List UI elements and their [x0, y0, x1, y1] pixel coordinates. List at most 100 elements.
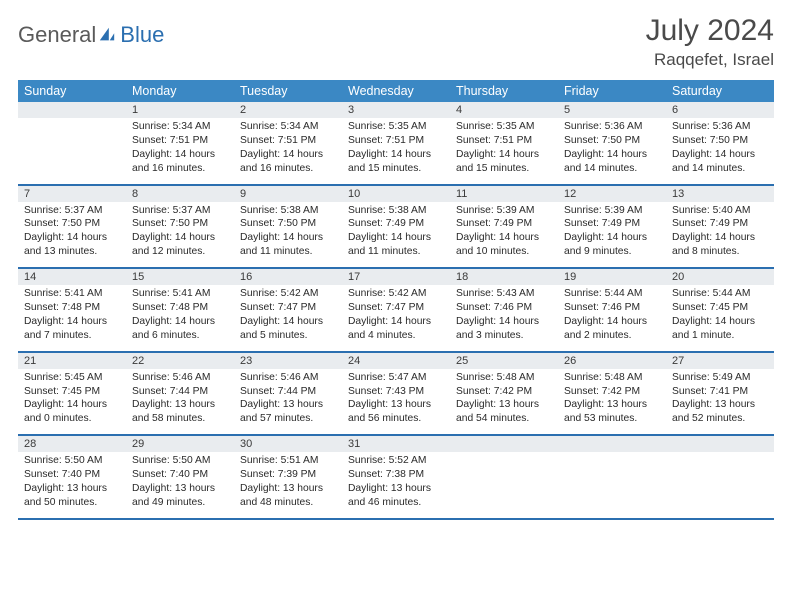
brand-logo: General Blue [18, 14, 164, 48]
daynum-row: 14151617181920 [18, 269, 774, 285]
day-cell: Sunrise: 5:52 AMSunset: 7:38 PMDaylight:… [342, 452, 450, 518]
daylight-text: Daylight: 13 hours and 56 minutes. [348, 398, 444, 426]
day-cell: Sunrise: 5:43 AMSunset: 7:46 PMDaylight:… [450, 285, 558, 351]
dayname: Saturday [666, 80, 774, 102]
day-number: 24 [342, 353, 450, 369]
content-row: Sunrise: 5:37 AMSunset: 7:50 PMDaylight:… [18, 202, 774, 268]
day-number: 15 [126, 269, 234, 285]
day-cell: Sunrise: 5:51 AMSunset: 7:39 PMDaylight:… [234, 452, 342, 518]
daylight-text: Daylight: 13 hours and 49 minutes. [132, 482, 228, 510]
daylight-text: Daylight: 14 hours and 11 minutes. [240, 231, 336, 259]
sunset-text: Sunset: 7:42 PM [456, 385, 552, 399]
day-cell: Sunrise: 5:36 AMSunset: 7:50 PMDaylight:… [666, 118, 774, 184]
day-cell: Sunrise: 5:40 AMSunset: 7:49 PMDaylight:… [666, 202, 774, 268]
day-cell [666, 452, 774, 518]
daylight-text: Daylight: 14 hours and 1 minute. [672, 315, 768, 343]
daylight-text: Daylight: 14 hours and 14 minutes. [672, 148, 768, 176]
day-content: Sunrise: 5:48 AMSunset: 7:42 PMDaylight:… [450, 369, 558, 431]
day-number [558, 436, 666, 452]
daylight-text: Daylight: 13 hours and 46 minutes. [348, 482, 444, 510]
sunset-text: Sunset: 7:50 PM [132, 217, 228, 231]
day-cell: Sunrise: 5:35 AMSunset: 7:51 PMDaylight:… [342, 118, 450, 184]
day-number [450, 436, 558, 452]
brand-part1: General [18, 22, 96, 48]
sunset-text: Sunset: 7:47 PM [240, 301, 336, 315]
day-number: 29 [126, 436, 234, 452]
day-cell: Sunrise: 5:46 AMSunset: 7:44 PMDaylight:… [126, 369, 234, 435]
title-block: July 2024 Raqqefet, Israel [646, 14, 774, 70]
day-content: Sunrise: 5:40 AMSunset: 7:49 PMDaylight:… [666, 202, 774, 264]
day-cell: Sunrise: 5:45 AMSunset: 7:45 PMDaylight:… [18, 369, 126, 435]
daylight-text: Daylight: 14 hours and 6 minutes. [132, 315, 228, 343]
sunset-text: Sunset: 7:42 PM [564, 385, 660, 399]
day-content: Sunrise: 5:35 AMSunset: 7:51 PMDaylight:… [450, 118, 558, 180]
day-cell: Sunrise: 5:44 AMSunset: 7:46 PMDaylight:… [558, 285, 666, 351]
day-number: 3 [342, 102, 450, 118]
day-number: 26 [558, 353, 666, 369]
day-number: 13 [666, 186, 774, 202]
day-content [558, 452, 666, 458]
sunrise-text: Sunrise: 5:43 AM [456, 287, 552, 301]
day-content: Sunrise: 5:51 AMSunset: 7:39 PMDaylight:… [234, 452, 342, 514]
sunrise-text: Sunrise: 5:34 AM [132, 120, 228, 134]
calendar-body: 123456Sunrise: 5:34 AMSunset: 7:51 PMDay… [18, 102, 774, 520]
day-content: Sunrise: 5:37 AMSunset: 7:50 PMDaylight:… [18, 202, 126, 264]
calendar-table: Sunday Monday Tuesday Wednesday Thursday… [18, 80, 774, 520]
day-cell: Sunrise: 5:48 AMSunset: 7:42 PMDaylight:… [450, 369, 558, 435]
sunset-text: Sunset: 7:51 PM [132, 134, 228, 148]
day-cell: Sunrise: 5:49 AMSunset: 7:41 PMDaylight:… [666, 369, 774, 435]
day-number: 9 [234, 186, 342, 202]
sunrise-text: Sunrise: 5:52 AM [348, 454, 444, 468]
day-cell [558, 452, 666, 518]
day-number: 17 [342, 269, 450, 285]
location-label: Raqqefet, Israel [646, 50, 774, 70]
content-row: Sunrise: 5:34 AMSunset: 7:51 PMDaylight:… [18, 118, 774, 184]
day-cell: Sunrise: 5:39 AMSunset: 7:49 PMDaylight:… [450, 202, 558, 268]
daylight-text: Daylight: 14 hours and 0 minutes. [24, 398, 120, 426]
sunset-text: Sunset: 7:49 PM [564, 217, 660, 231]
daylight-text: Daylight: 13 hours and 58 minutes. [132, 398, 228, 426]
day-content: Sunrise: 5:44 AMSunset: 7:45 PMDaylight:… [666, 285, 774, 347]
day-content: Sunrise: 5:37 AMSunset: 7:50 PMDaylight:… [126, 202, 234, 264]
content-row: Sunrise: 5:45 AMSunset: 7:45 PMDaylight:… [18, 369, 774, 435]
sunset-text: Sunset: 7:43 PM [348, 385, 444, 399]
daylight-text: Daylight: 13 hours and 48 minutes. [240, 482, 336, 510]
day-cell: Sunrise: 5:42 AMSunset: 7:47 PMDaylight:… [342, 285, 450, 351]
content-row: Sunrise: 5:50 AMSunset: 7:40 PMDaylight:… [18, 452, 774, 518]
separator-row [18, 518, 774, 520]
sunset-text: Sunset: 7:51 PM [348, 134, 444, 148]
dayname-row: Sunday Monday Tuesday Wednesday Thursday… [18, 80, 774, 102]
daylight-text: Daylight: 13 hours and 53 minutes. [564, 398, 660, 426]
daynum-row: 21222324252627 [18, 353, 774, 369]
daylight-text: Daylight: 13 hours and 54 minutes. [456, 398, 552, 426]
daylight-text: Daylight: 14 hours and 15 minutes. [348, 148, 444, 176]
sunrise-text: Sunrise: 5:40 AM [672, 204, 768, 218]
daylight-text: Daylight: 13 hours and 57 minutes. [240, 398, 336, 426]
sunset-text: Sunset: 7:51 PM [456, 134, 552, 148]
day-content: Sunrise: 5:38 AMSunset: 7:49 PMDaylight:… [342, 202, 450, 264]
sunset-text: Sunset: 7:48 PM [132, 301, 228, 315]
day-cell: Sunrise: 5:39 AMSunset: 7:49 PMDaylight:… [558, 202, 666, 268]
sunset-text: Sunset: 7:46 PM [456, 301, 552, 315]
page-header: General Blue July 2024 Raqqefet, Israel [18, 14, 774, 70]
daylight-text: Daylight: 13 hours and 50 minutes. [24, 482, 120, 510]
sunrise-text: Sunrise: 5:45 AM [24, 371, 120, 385]
day-content: Sunrise: 5:42 AMSunset: 7:47 PMDaylight:… [342, 285, 450, 347]
daylight-text: Daylight: 14 hours and 11 minutes. [348, 231, 444, 259]
day-content: Sunrise: 5:48 AMSunset: 7:42 PMDaylight:… [558, 369, 666, 431]
day-number: 12 [558, 186, 666, 202]
day-number: 19 [558, 269, 666, 285]
day-cell: Sunrise: 5:36 AMSunset: 7:50 PMDaylight:… [558, 118, 666, 184]
sunset-text: Sunset: 7:40 PM [24, 468, 120, 482]
daylight-text: Daylight: 14 hours and 16 minutes. [240, 148, 336, 176]
sunset-text: Sunset: 7:51 PM [240, 134, 336, 148]
sunrise-text: Sunrise: 5:44 AM [564, 287, 660, 301]
day-number [18, 102, 126, 118]
sunrise-text: Sunrise: 5:41 AM [24, 287, 120, 301]
sunrise-text: Sunrise: 5:51 AM [240, 454, 336, 468]
sunrise-text: Sunrise: 5:48 AM [456, 371, 552, 385]
sunset-text: Sunset: 7:40 PM [132, 468, 228, 482]
separator [18, 518, 774, 520]
sunset-text: Sunset: 7:50 PM [240, 217, 336, 231]
day-number: 5 [558, 102, 666, 118]
